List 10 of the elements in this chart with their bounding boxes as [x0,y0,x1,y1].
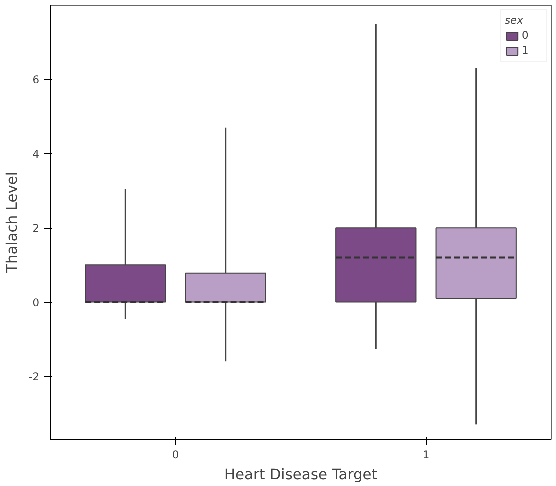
y-tick-label: 4 [32,148,40,161]
y-tick-label: 2 [32,222,40,236]
y-axis-title: Thalach Level [4,172,21,274]
legend-label: 1 [522,44,530,57]
y-tick-label: -2 [28,370,40,384]
y-tick-label: 0 [32,296,40,310]
x-axis-title: Heart Disease Target [224,466,378,484]
legend-label: 0 [522,29,530,42]
legend-title: sex [505,14,524,27]
y-tick-label: 6 [32,74,40,87]
